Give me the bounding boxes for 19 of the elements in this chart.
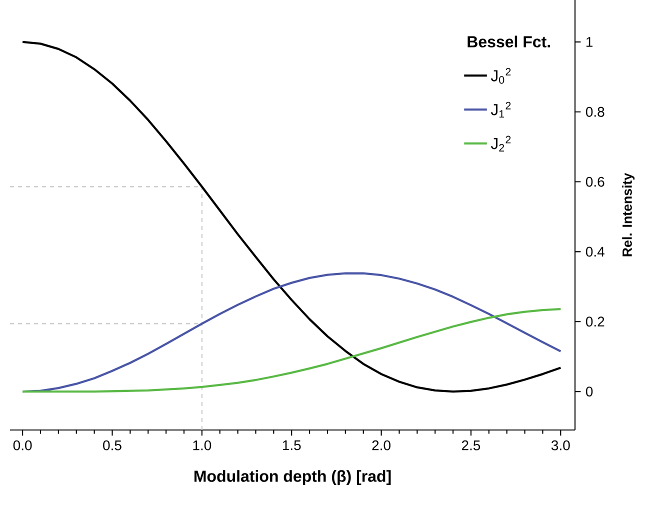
y-tick-label: 0.6 xyxy=(586,176,604,187)
y-tick-label: 0 xyxy=(586,386,593,396)
y-tick-label: 0.8 xyxy=(586,106,604,117)
y-tick-label: 0.2 xyxy=(586,316,604,327)
y-tick-label: 1 xyxy=(586,37,592,47)
x-tick-label: 1.5 xyxy=(282,440,301,450)
legend-label: J$_{1}$2 xyxy=(490,102,511,118)
legend-label: J$_{2}$2 xyxy=(490,136,511,152)
y-axis-title: Rel. Intensity xyxy=(622,172,635,256)
legend-label: J$_{0}$2 xyxy=(490,68,511,84)
x-axis-title: Modulation depth (β) [rad] xyxy=(194,470,391,486)
y-tick-label: 0.4 xyxy=(586,246,604,257)
x-tick-label: 1.0 xyxy=(193,440,212,450)
x-tick-label: 2.0 xyxy=(372,440,390,450)
x-tick-label: 0.0 xyxy=(13,440,32,450)
legend-title: Bessel Fct. xyxy=(468,36,550,48)
x-tick-label: 2.5 xyxy=(462,440,480,450)
x-tick-label: 3.0 xyxy=(551,440,570,450)
x-tick-label: 0.5 xyxy=(103,440,122,450)
